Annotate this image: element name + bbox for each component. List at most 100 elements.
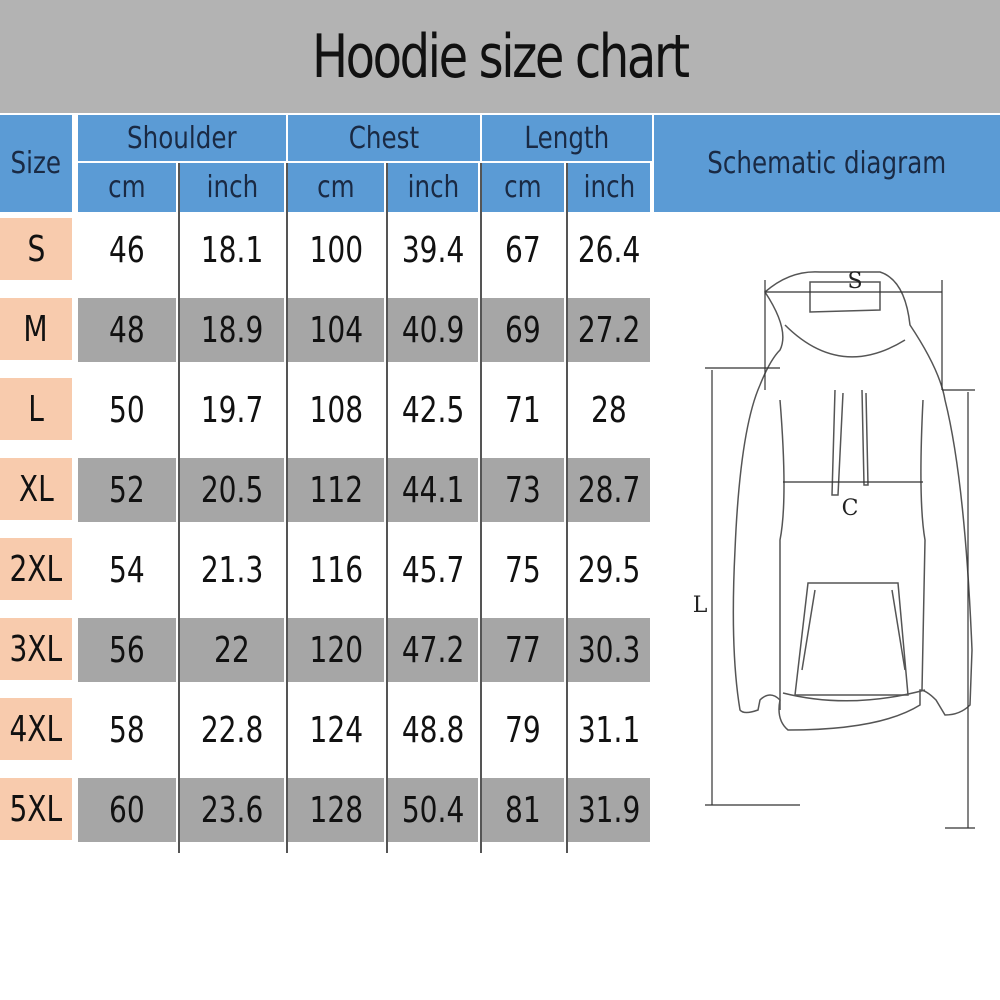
- size-cell-text: S: [27, 228, 45, 270]
- table-cell: 19.7: [180, 378, 284, 442]
- size-cell-text: 2XL: [9, 548, 63, 590]
- table-cell: 81: [482, 778, 564, 842]
- table-cell-text: 42.5: [401, 389, 465, 431]
- size-cell: L: [0, 378, 72, 440]
- table-cell: 124: [288, 698, 384, 762]
- table-cell-text: 128: [309, 789, 363, 831]
- table-cell-text: 56: [109, 629, 145, 671]
- size-cell-text: 3XL: [9, 628, 63, 670]
- header-inch-text: inch: [407, 170, 459, 205]
- size-cell: M: [0, 298, 72, 360]
- table-cell: 31.9: [568, 778, 650, 842]
- table-cell: 47.2: [388, 618, 478, 682]
- table-cell: 28.7: [568, 458, 650, 522]
- table-cell-text: 73: [505, 469, 541, 511]
- header-inch: inch: [180, 163, 284, 212]
- chest-label: C: [842, 496, 859, 521]
- column-divider: [178, 163, 180, 853]
- header-inch-text: inch: [583, 170, 635, 205]
- table-cell-text: 28.7: [577, 469, 641, 511]
- table-cell-text: 112: [309, 469, 363, 511]
- header-shoulder-text: Shoulder: [127, 120, 237, 156]
- table-cell-text: 44.1: [401, 469, 465, 511]
- header-shoulder: Shoulder: [78, 115, 286, 161]
- table-cell: 116: [288, 538, 384, 602]
- table-cell: 77: [482, 618, 564, 682]
- header-inch: inch: [568, 163, 650, 212]
- length-label: L: [693, 593, 708, 618]
- table-cell: 44.1: [388, 458, 478, 522]
- table-cell-text: 120: [309, 629, 363, 671]
- header-chest-text: Chest: [348, 120, 420, 156]
- size-cell: 4XL: [0, 698, 72, 760]
- header-cm-text: cm: [504, 170, 542, 205]
- header-cm: cm: [482, 163, 564, 212]
- table-cell: 120: [288, 618, 384, 682]
- table-cell-text: 77: [505, 629, 541, 671]
- header-inch: inch: [388, 163, 478, 212]
- table-cell: 40.9: [388, 298, 478, 362]
- header-diagram: Schematic diagram: [654, 115, 1000, 212]
- table-cell: 100: [288, 218, 384, 282]
- table-cell: 42.5: [388, 378, 478, 442]
- table-cell-text: 60: [109, 789, 145, 831]
- table-cell: 48: [78, 298, 176, 362]
- table-cell: 28: [568, 378, 650, 442]
- table-cell: 79: [482, 698, 564, 762]
- table-cell: 22: [180, 618, 284, 682]
- table-cell-text: 67: [505, 229, 541, 271]
- table-cell: 67: [482, 218, 564, 282]
- hoodie-schematic: S C L: [693, 269, 975, 829]
- header-size-text: Size: [10, 146, 62, 181]
- table-cell-text: 26.4: [577, 229, 641, 271]
- size-cell-text: 5XL: [9, 788, 63, 830]
- table-cell-text: 48.8: [401, 709, 465, 751]
- header-length: Length: [482, 115, 652, 161]
- size-cell-text: L: [28, 388, 44, 430]
- table-cell: 46: [78, 218, 176, 282]
- table-cell-text: 54: [109, 549, 145, 591]
- header-cm-text: cm: [108, 170, 146, 205]
- size-cell: XL: [0, 458, 72, 520]
- table-cell-text: 30.3: [577, 629, 641, 671]
- table-cell-text: 22: [214, 629, 250, 671]
- table-cell-text: 45.7: [401, 549, 465, 591]
- table-cell: 30.3: [568, 618, 650, 682]
- table-cell: 50.4: [388, 778, 478, 842]
- table-cell: 18.1: [180, 218, 284, 282]
- table-cell: 45.7: [388, 538, 478, 602]
- table-cell-text: 19.7: [200, 389, 264, 431]
- table-cell: 75: [482, 538, 564, 602]
- table-cell-text: 40.9: [401, 309, 465, 351]
- table-cell: 71: [482, 378, 564, 442]
- size-cell: 5XL: [0, 778, 72, 840]
- header-size: Size: [0, 115, 72, 212]
- table-cell: 112: [288, 458, 384, 522]
- size-cell-text: M: [23, 308, 49, 350]
- table-cell-text: 21.3: [200, 549, 264, 591]
- table-cell: 27.2: [568, 298, 650, 362]
- table-cell: 60: [78, 778, 176, 842]
- table-cell-text: 71: [505, 389, 541, 431]
- column-divider: [566, 163, 568, 853]
- table-cell: 56: [78, 618, 176, 682]
- size-cell: S: [0, 218, 72, 280]
- size-cell-text: XL: [18, 468, 54, 510]
- table-cell: 58: [78, 698, 176, 762]
- header-chest: Chest: [288, 115, 480, 161]
- table-cell-text: 18.9: [200, 309, 264, 351]
- table-cell: 128: [288, 778, 384, 842]
- header-cm: cm: [288, 163, 384, 212]
- table-cell: 104: [288, 298, 384, 362]
- table-cell: 31.1: [568, 698, 650, 762]
- header-length-text: Length: [524, 120, 610, 156]
- table-cell: 26.4: [568, 218, 650, 282]
- table-cell: 18.9: [180, 298, 284, 362]
- size-cell: 3XL: [0, 618, 72, 680]
- table-cell-text: 48: [109, 309, 145, 351]
- hoodie-outline: [732, 271, 973, 731]
- table-cell-text: 116: [309, 549, 363, 591]
- table-cell-text: 28: [591, 389, 627, 431]
- table-cell-text: 104: [309, 309, 363, 351]
- table-cell-text: 18.1: [200, 229, 264, 271]
